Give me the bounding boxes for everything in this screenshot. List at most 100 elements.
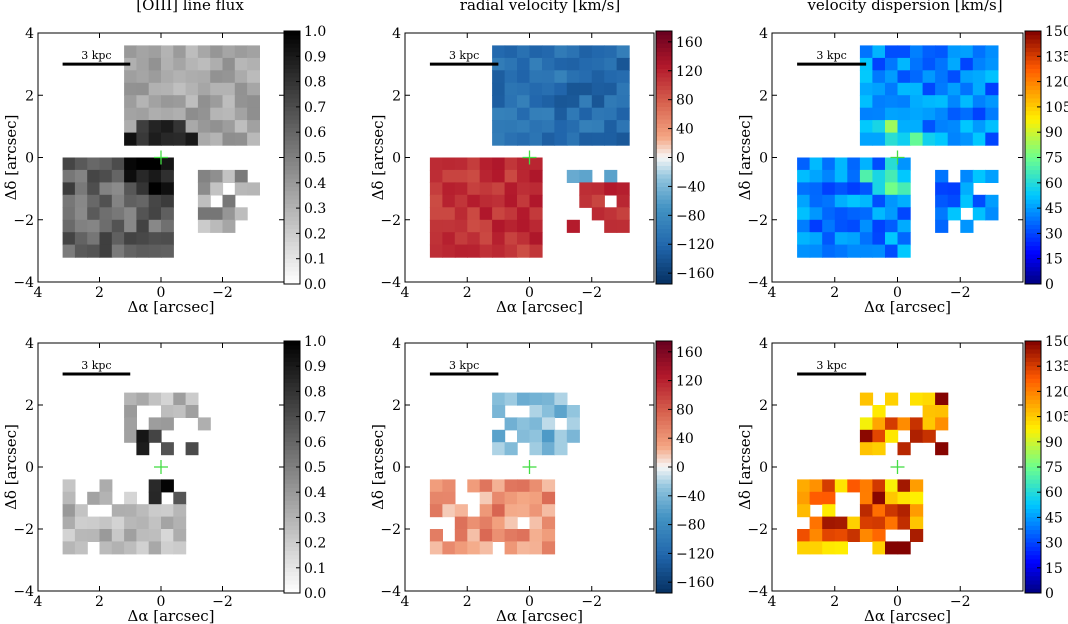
map-pixel <box>922 45 936 59</box>
colorbar-segment <box>1025 77 1041 83</box>
map-pixel <box>62 182 76 196</box>
map-pixel <box>62 194 76 208</box>
map-pixel <box>504 95 518 109</box>
map-pixel <box>935 442 949 456</box>
colorbar-tick-label: −40 <box>676 489 706 505</box>
map-pixel <box>910 82 924 96</box>
colorbar-segment <box>1025 433 1041 439</box>
map-pixel <box>148 107 162 121</box>
x-tick-label: −2 <box>581 594 602 610</box>
colorbar-segment <box>656 119 672 125</box>
map-pixel <box>467 219 481 233</box>
map-pixel <box>972 57 986 71</box>
map-pixel <box>124 516 137 530</box>
map-pixel <box>604 132 618 146</box>
colorbar-segment <box>656 483 672 489</box>
colorbar-tick-label: 135 <box>1045 49 1068 65</box>
map-pixel <box>99 244 113 258</box>
colorbar-tick-label: 120 <box>676 64 703 80</box>
map-pixel <box>834 232 848 246</box>
map-pixel <box>529 219 543 233</box>
map-pixel <box>872 219 886 233</box>
colorbar-segment <box>284 387 300 392</box>
colorbar-segment <box>1025 475 1041 481</box>
colorbar-tick-label: 0.9 <box>304 359 326 375</box>
map-pixel <box>542 491 556 505</box>
colorbar-segment <box>1025 462 1041 468</box>
map-pixel <box>529 429 543 443</box>
map-pixel <box>517 57 531 71</box>
map-pixel <box>185 405 199 418</box>
map-pixel <box>809 219 823 233</box>
colorbar-segment <box>1025 353 1041 359</box>
map-pixel <box>897 232 911 246</box>
map-pixel <box>910 45 924 59</box>
map-pixel <box>124 491 137 505</box>
map-pixel <box>173 529 187 542</box>
map-pixel <box>947 95 961 109</box>
colorbar-segment <box>656 94 672 99</box>
map-pixel <box>591 57 605 71</box>
colorbar-segment <box>1025 182 1041 188</box>
map-pixel <box>910 70 924 84</box>
colorbar-segment <box>284 504 300 510</box>
colorbar-segment <box>656 567 672 573</box>
map-pixel <box>161 529 174 542</box>
map-pixel <box>136 392 150 406</box>
map-pixel <box>124 45 137 59</box>
map-pixel <box>429 182 443 196</box>
colorbar-segment <box>284 123 300 129</box>
map-pixel <box>429 504 443 518</box>
map-pixel <box>566 45 580 59</box>
map-pixel <box>454 194 468 208</box>
map-pixel <box>897 70 911 84</box>
colorbar-tick-label: 105 <box>1045 410 1068 426</box>
map-pixel <box>442 244 456 258</box>
colorbar-segment <box>1025 521 1041 527</box>
map-pixel <box>935 417 949 431</box>
map-pixel <box>822 491 836 505</box>
map-pixel <box>136 442 150 456</box>
map-pixel <box>442 157 456 171</box>
map-pixel <box>591 45 605 59</box>
map-pixel <box>885 479 899 493</box>
colorbar-segment <box>1025 119 1041 125</box>
map-pixel <box>517 132 531 146</box>
map-pixel <box>972 95 986 109</box>
map-pixel <box>234 95 248 109</box>
map-pixel <box>247 95 260 109</box>
map-pixel <box>136 504 150 518</box>
colorbar-segment <box>656 52 672 57</box>
colorbar-segment <box>656 271 672 277</box>
map-pixel <box>872 491 886 505</box>
map-pixel <box>136 95 150 109</box>
map-pixel <box>148 45 162 59</box>
colorbar-segment <box>656 31 672 36</box>
y-tick-label: −2 <box>380 522 401 538</box>
colorbar-segment <box>1025 153 1041 158</box>
map-pixel <box>124 194 137 208</box>
colorbar-segment <box>656 374 672 380</box>
map-pixel <box>504 417 518 431</box>
colorbar-segment <box>1025 39 1041 45</box>
map-pixel <box>99 479 113 493</box>
colorbar-segment <box>656 203 672 209</box>
colorbar-segment <box>1025 572 1041 577</box>
map-pixel <box>872 417 886 431</box>
map-pixel <box>935 169 949 183</box>
colorbar-segment <box>1025 174 1041 180</box>
map-pixel <box>517 479 531 493</box>
map-pixel <box>124 157 137 171</box>
colorbar-segment <box>284 216 300 222</box>
map-pixel <box>234 45 248 59</box>
colorbar-segment <box>656 279 672 285</box>
map-pixel <box>554 82 568 96</box>
map-pixel <box>834 157 848 171</box>
colorbar-segment <box>1025 345 1041 350</box>
map-pixel <box>566 429 580 443</box>
map-pixel <box>87 194 101 208</box>
colorbar-tick-label: 0 <box>676 460 685 476</box>
map-pixel <box>872 405 886 418</box>
colorbar-segment <box>284 425 300 430</box>
map-pixel <box>859 132 874 146</box>
